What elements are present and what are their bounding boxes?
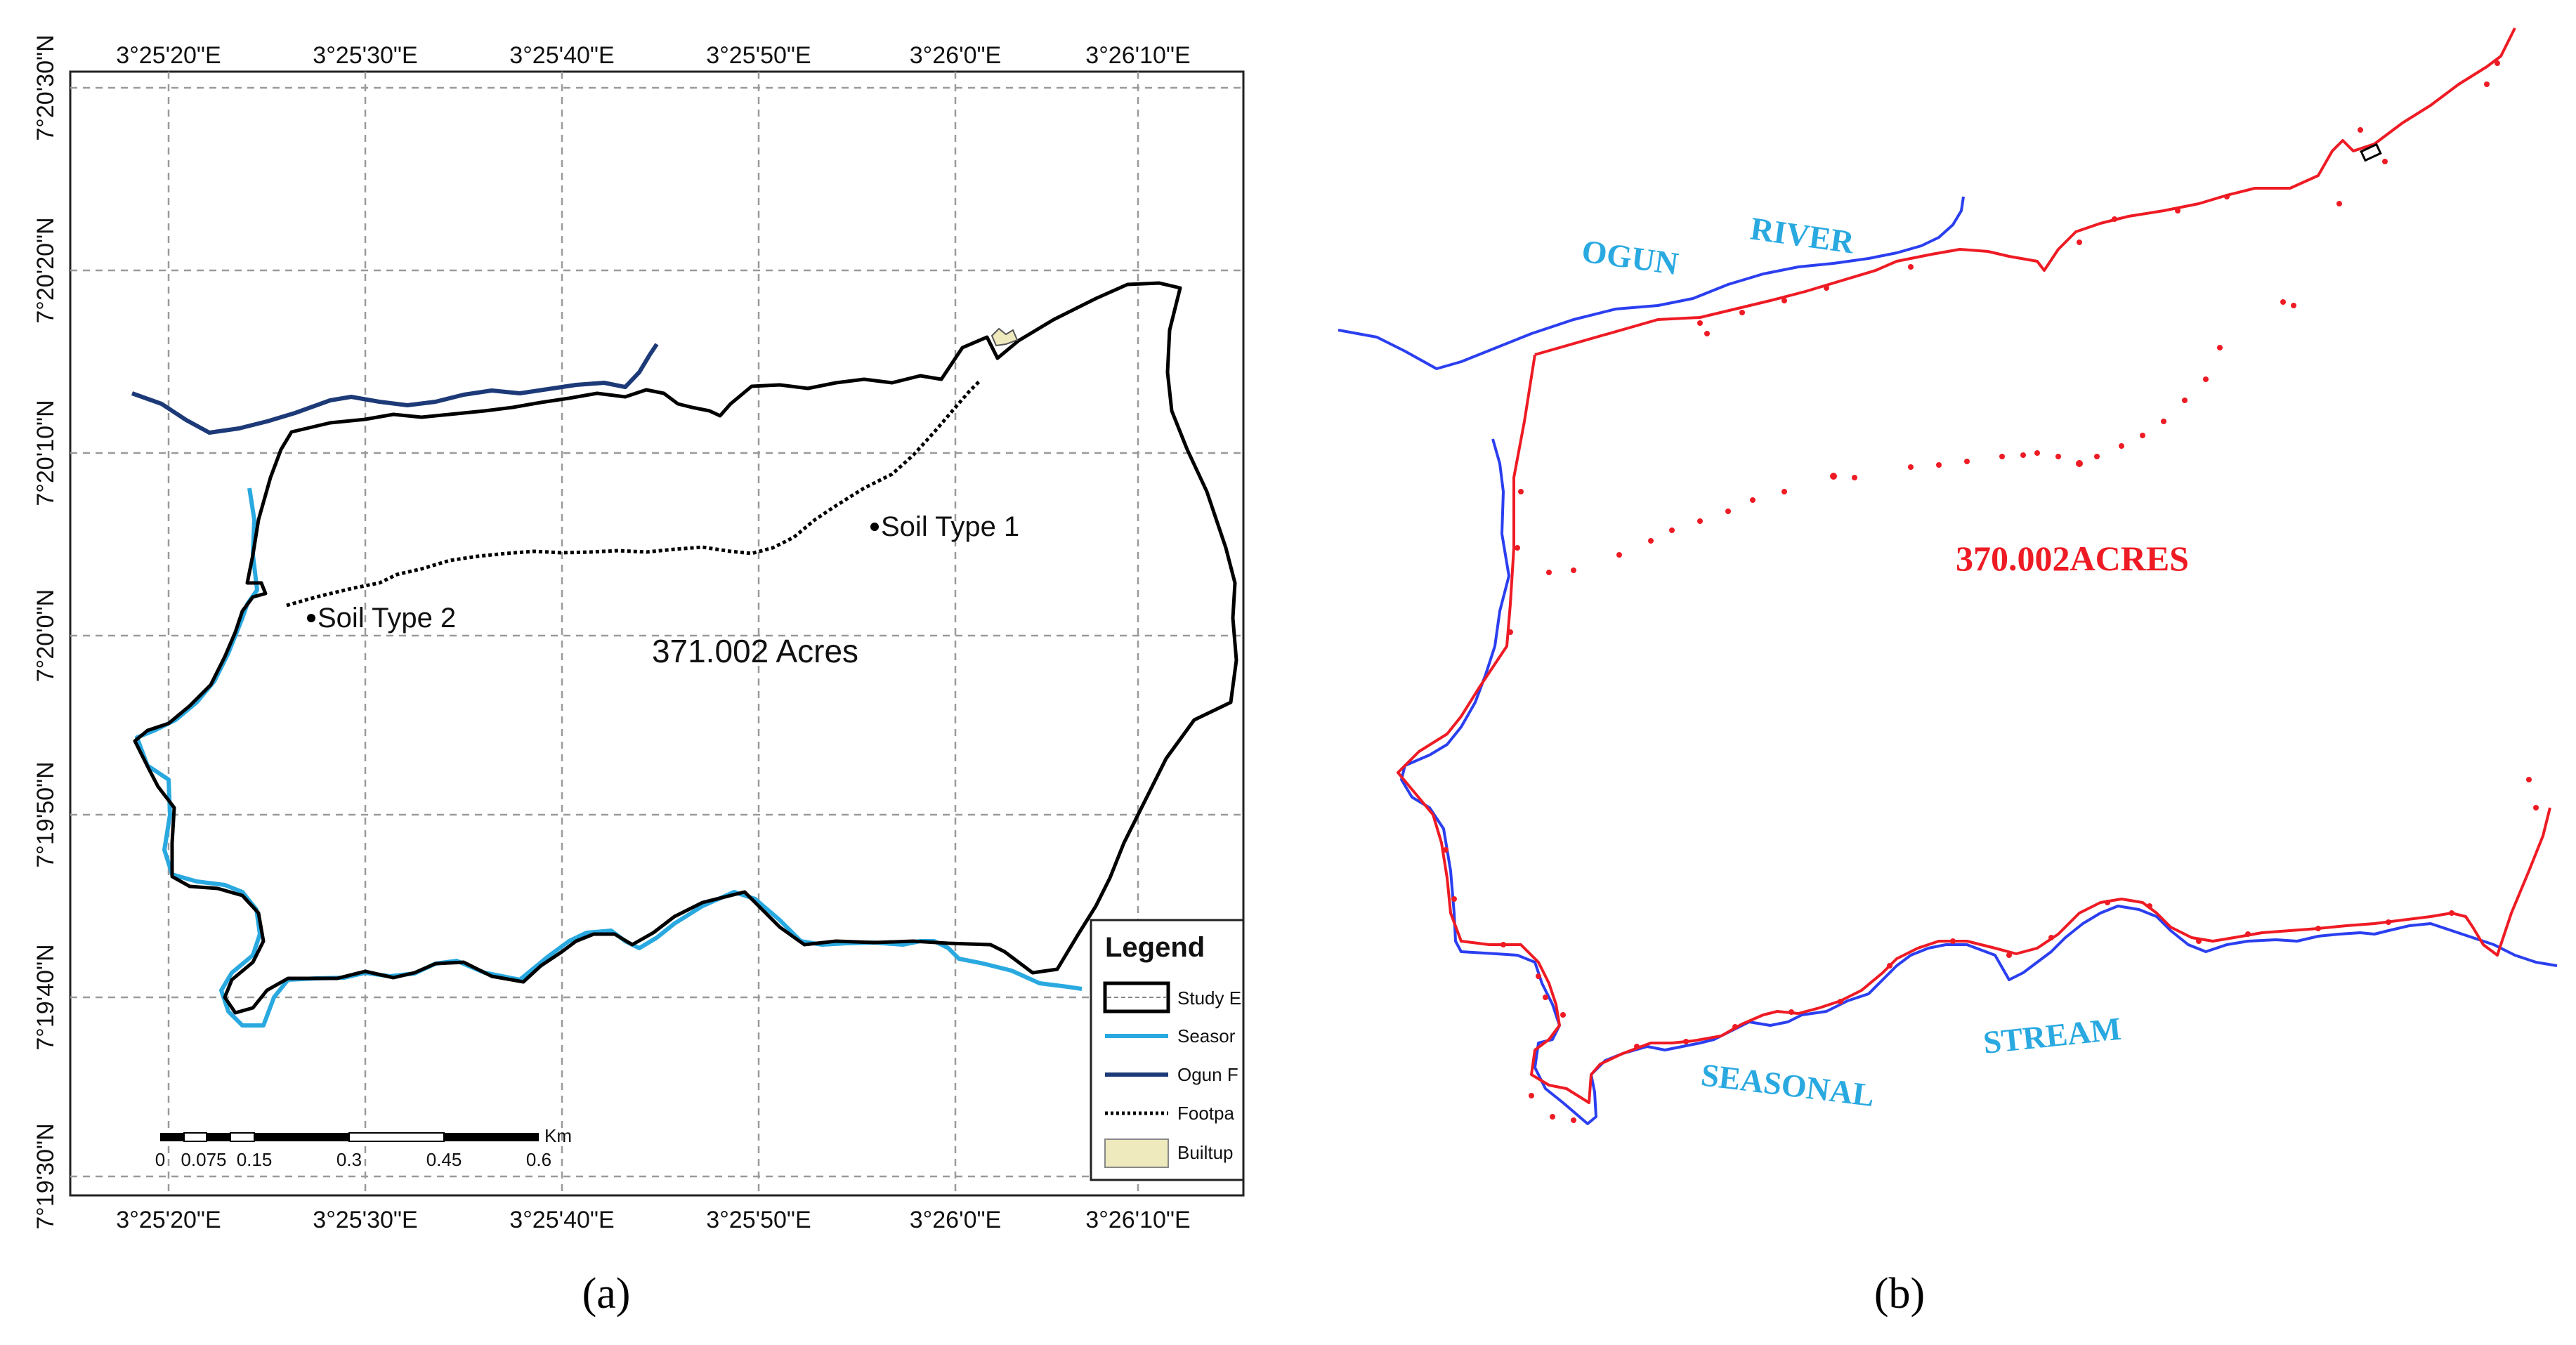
lat-ticks: 7°20'30"N 7°20'20"N 7°20'10"N 7°20'0"N 7… [32,34,59,1229]
scale-seg [348,1132,445,1142]
area-label-b: 370.002ACRES [1956,539,2189,578]
legend-title: Legend [1105,932,1205,963]
legend-item-ogun-river: Ogun F [1177,1064,1238,1085]
map-frame-a [69,70,1245,1197]
legend: Legend Study E Seasor Ogun F Footpa Buil… [1090,919,1245,1181]
seasonal-stream-line [135,487,1083,1028]
builtup-marker [990,327,1019,347]
lat-tick-label: 7°20'30"N [32,34,59,140]
legend-item-footpath: Footpa [1177,1103,1234,1124]
lon-tick-label: 3°25'20"E [116,1207,221,1233]
soil-type-2-point [307,614,315,622]
scale-seg [160,1133,184,1141]
survey-boundary-west-south [1397,354,2551,1104]
scale-unit: Km [544,1125,572,1146]
soil-type-2-label: Soil Type 2 [318,603,456,634]
lat-tick-label: 7°20'10"N [32,400,59,506]
legend-box [1090,919,1245,1181]
lat-tick-label: 7°20'20"N [32,217,59,323]
lon-tick-label: 3°25'40"E [509,1207,614,1233]
lon-tick-label: 3°26'10"E [1085,42,1190,69]
scale-seg [444,1133,539,1141]
soil-type-1-label: Soil Type 1 [881,511,1019,542]
legend-item-seasonal-stream: Seasor [1177,1025,1236,1047]
caption-a: (a) [582,1270,631,1318]
lon-tick-label: 3°25'40"E [509,42,614,69]
legend-swatch-builtup [1104,1139,1169,1168]
legend-item-study-boundary: Study E [1177,988,1241,1009]
legend-swatch-study [1103,981,1170,1013]
lat-tick-label: 7°19'50"N [32,761,59,867]
lon-tick-label: 3°26'0"E [910,42,1001,69]
scale-label: 0.6 [526,1149,551,1170]
caption-b: (b) [1874,1270,1925,1318]
builtup-shape [990,327,1019,347]
panel-b: OGUN RIVER SEASONAL STREAM 370.002ACRES … [1338,27,2558,1318]
panel-a: 3°25'20"E 3°25'30"E 3°25'40"E 3°25'50"E … [32,34,1245,1318]
lon-tick-label: 3°25'30"E [313,1207,417,1233]
lat-tick-label: 7°19'30"N [32,1123,59,1229]
lon-tick-label: 3°26'10"E [1085,1207,1190,1233]
scale-seg [207,1133,230,1141]
scale-seg [230,1132,255,1142]
building-glyph-b [2360,143,2382,162]
ogun-word: OGUN [1580,232,1681,282]
lon-tick-label: 3°26'0"E [910,1207,1001,1233]
lon-ticks-bottom: 3°25'20"E 3°25'30"E 3°25'40"E 3°25'50"E … [116,1207,1190,1233]
area-label-a: 371.002 Acres [652,633,858,669]
river-word: RIVER [1748,210,1857,260]
scale-seg [254,1133,349,1141]
ogun-river-line-b [1338,196,1965,370]
scale-seg [183,1132,207,1142]
study-boundary [133,281,1238,1015]
scale-label: 0 [155,1149,165,1170]
scale-label: 0.3 [336,1149,362,1170]
lat-tick-label: 7°19'40"N [32,944,59,1050]
lon-tick-label: 3°25'50"E [706,1207,811,1233]
scale-label: 0.075 [181,1149,226,1170]
seasonal-word: SEASONAL [1699,1056,1876,1113]
soil-type-1-point [870,523,879,531]
lon-tick-label: 3°25'50"E [706,42,811,69]
lat-tick-label: 7°20'0"N [32,589,59,682]
scale-label: 0.15 [237,1149,273,1170]
legend-item-builtup: Builtup [1177,1142,1234,1163]
lon-tick-label: 3°25'30"E [313,42,417,69]
lon-tick-label: 3°25'20"E [116,42,221,69]
survey-boundary-b [1534,27,2516,356]
lon-ticks-top: 3°25'20"E 3°25'30"E 3°25'40"E 3°25'50"E … [116,42,1190,69]
footpath-line [286,379,981,608]
survey-points [1443,60,2539,1123]
ogun-river-line [131,343,659,435]
scale-bar: Km 0 0.075 0.15 0.3 0.45 0.6 [155,1125,572,1170]
stream-word: STREAM [1982,1011,2123,1061]
scale-label: 0.45 [426,1149,462,1170]
